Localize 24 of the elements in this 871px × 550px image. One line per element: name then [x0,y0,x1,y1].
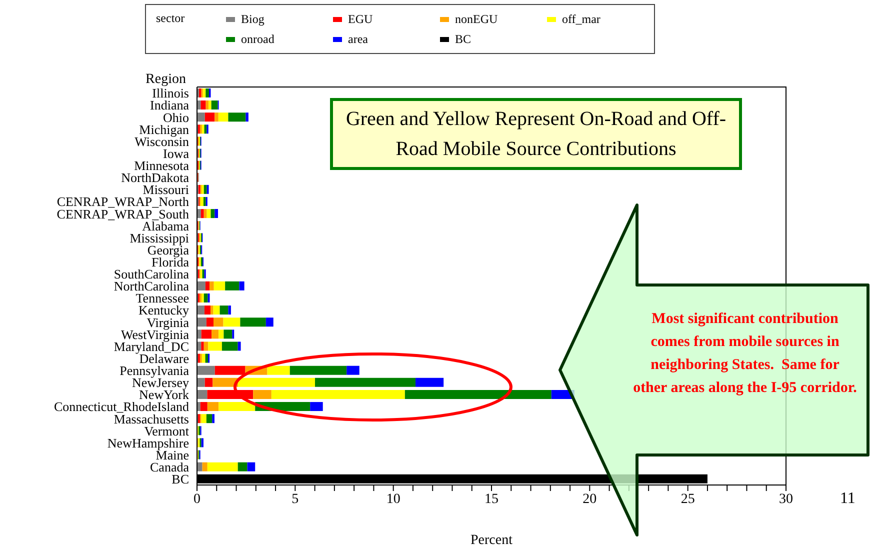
annotation: Most significant contribution comes from mobile sources in neighboring States. Same for other areas along the I-95 corridor. [632,310,858,398]
legend-label: area [347,32,368,46]
x-tick-label: 5 [292,492,299,507]
x-axis-title: Percent [470,533,513,548]
y-axis-title: Region [146,72,186,87]
legend-label: Biog [240,12,264,26]
legend-label: off_mar [561,12,600,26]
y-tick-label: Iowa [163,146,190,161]
x-tick-label: 10 [386,492,400,507]
y-tick-label: Pennsylvania [120,363,190,378]
legend-label: BC [454,32,472,46]
x-tick-label: 25 [680,492,695,507]
legend-title: sector [156,11,186,27]
y-tick-label: Connecticut_RhodeIsland [54,399,190,414]
annotation: Green and Yellow Represent On-Road and Off-Road Mobile Source Contributions [330,98,742,170]
legend-label: EGU [347,12,373,26]
x-tick-label: 20 [582,492,597,507]
text: 11 [840,490,856,508]
x-tick-label: 0 [194,492,200,507]
x-tick-label: 30 [779,492,793,507]
legend-label: onroad [240,32,274,46]
y-tick-label: Vermont [144,423,190,438]
x-tick-label: 15 [484,492,498,507]
legend-label: nonEGU [454,12,498,26]
